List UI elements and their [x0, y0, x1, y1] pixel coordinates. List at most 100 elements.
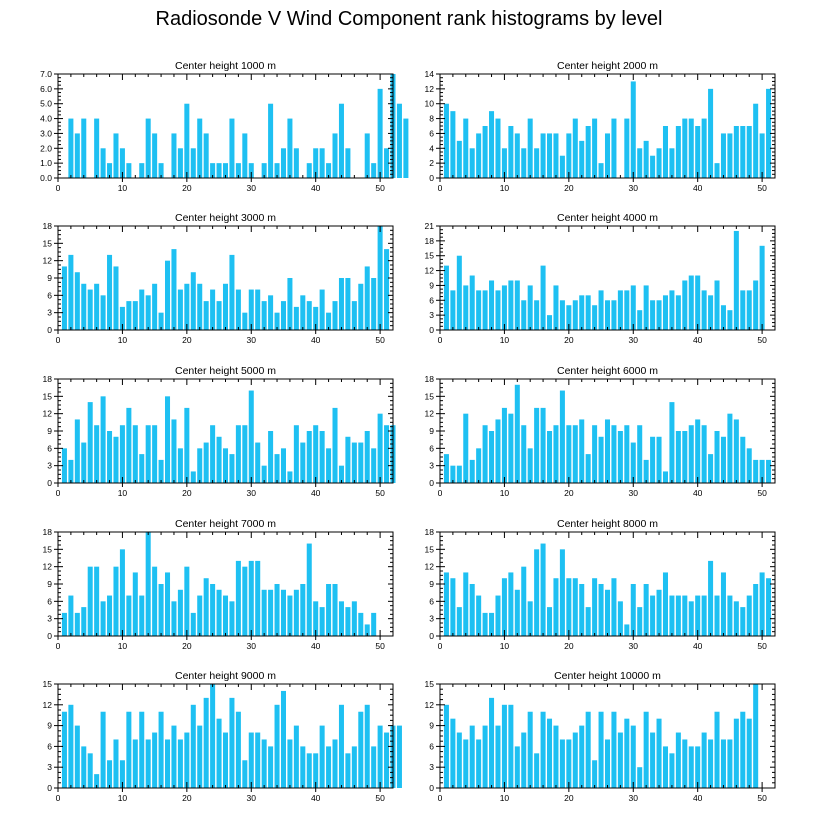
histogram-bar	[759, 133, 765, 178]
histogram-bar	[358, 283, 364, 330]
y-tick-label: 14	[425, 69, 435, 79]
panel-title: Center height 10000 m	[554, 670, 661, 682]
histogram-bar	[656, 718, 662, 788]
histogram-bar	[714, 163, 720, 178]
histogram-bar	[669, 290, 675, 330]
y-tick-label: 9	[429, 280, 434, 290]
histogram-bar	[222, 732, 229, 788]
histogram-bar	[280, 690, 286, 788]
histogram-bar	[300, 295, 306, 330]
figure-title: Radiosonde V Wind Component rank histogr…	[155, 8, 663, 30]
histogram-bar	[733, 230, 739, 330]
y-tick-label: 5.0	[40, 99, 52, 109]
histogram-bar	[508, 704, 514, 788]
histogram-bar	[740, 290, 746, 330]
histogram-bar	[598, 436, 604, 483]
histogram-bar	[521, 732, 527, 788]
histogram-bar	[396, 103, 402, 178]
histogram-bar	[319, 725, 325, 788]
y-tick-label: 0	[429, 631, 434, 641]
histogram-bar	[695, 126, 701, 178]
histogram-bar	[107, 595, 113, 636]
histogram-bar	[527, 285, 533, 330]
histogram-bar	[662, 746, 668, 788]
histogram-bar	[81, 746, 87, 788]
histogram-bar	[727, 133, 733, 178]
histogram-bar	[650, 300, 656, 330]
x-tick-label: 10	[500, 641, 510, 651]
histogram-bar	[94, 566, 100, 636]
histogram-bar	[255, 732, 261, 788]
histogram-bar	[456, 607, 462, 636]
histogram-bar	[624, 118, 630, 178]
histogram-bar	[637, 310, 643, 330]
histogram-bar	[216, 301, 222, 330]
histogram-bar	[235, 163, 241, 178]
histogram-bar	[100, 601, 106, 636]
histogram-bar	[203, 442, 209, 483]
y-tick-label: 0	[47, 631, 52, 641]
histogram-bar	[759, 572, 765, 636]
histogram-bar	[682, 118, 688, 178]
x-tick-label: 50	[375, 488, 385, 498]
x-tick-label: 10	[118, 335, 128, 345]
histogram-bar	[113, 739, 119, 788]
histogram-bar	[280, 589, 286, 636]
histogram-bar	[216, 589, 222, 636]
histogram-bar	[152, 425, 158, 483]
x-tick-label: 10	[118, 641, 128, 651]
x-tick-label: 0	[438, 335, 443, 345]
histogram-bar	[351, 746, 357, 788]
histogram-bar	[235, 711, 241, 788]
histogram-bar	[766, 578, 772, 636]
y-tick-label: 18	[425, 374, 435, 384]
histogram-bar	[287, 595, 293, 636]
y-tick-label: 3	[429, 614, 434, 624]
histogram-bar	[158, 584, 164, 636]
histogram-bar	[190, 704, 196, 788]
histogram-bar	[643, 285, 649, 330]
y-tick-label: 3	[429, 310, 434, 320]
histogram-bar	[766, 459, 772, 483]
histogram-bar	[203, 133, 209, 178]
histogram-bar	[443, 704, 449, 788]
histogram-bar	[611, 578, 617, 636]
histogram-bar	[592, 578, 598, 636]
histogram-bar	[113, 436, 119, 483]
histogram-bar	[364, 704, 370, 788]
histogram-bar	[650, 436, 656, 483]
histogram-bar	[514, 133, 520, 178]
y-tick-label: 0	[429, 173, 434, 183]
histogram-bar	[688, 601, 694, 636]
histogram-bar	[68, 118, 74, 178]
histogram-bar	[184, 732, 190, 788]
x-tick-label: 40	[693, 793, 703, 803]
histogram-bar	[540, 711, 546, 788]
histogram-bar	[547, 133, 553, 178]
histogram-bar	[469, 275, 475, 330]
histogram-bar	[332, 133, 338, 178]
histogram-bar	[534, 753, 540, 788]
y-tick-label: 15	[43, 391, 53, 401]
histogram-bar	[688, 425, 694, 483]
histogram-bar	[210, 584, 216, 636]
histogram-bar	[675, 595, 681, 636]
histogram-bar	[326, 746, 332, 788]
histogram-bar	[177, 289, 183, 330]
histogram-bar	[662, 126, 668, 178]
histogram-bar	[547, 718, 553, 788]
histogram-bar	[501, 407, 507, 483]
histogram-bar	[261, 739, 267, 788]
histogram-bar	[306, 753, 312, 788]
histogram-bar	[332, 407, 338, 483]
histogram-bar	[377, 413, 383, 483]
histogram-bar	[553, 725, 559, 788]
histogram-bar	[714, 711, 720, 788]
histogram-bar	[656, 589, 662, 636]
histogram-bar	[268, 746, 274, 788]
histogram-bar	[527, 601, 533, 636]
y-tick-label: 3.0	[40, 128, 52, 138]
histogram-bar	[746, 290, 752, 330]
histogram-bar	[656, 300, 662, 330]
histogram-bar	[540, 407, 546, 483]
